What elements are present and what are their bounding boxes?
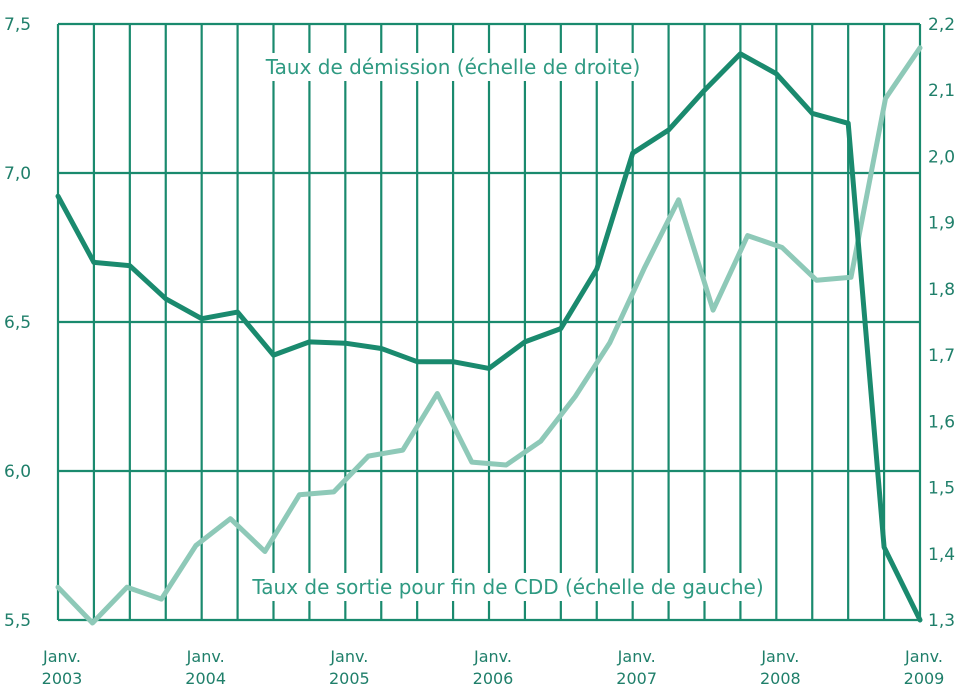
x-tick-label-month: Janv. <box>42 647 81 666</box>
x-tick-label-month: Janv. <box>186 647 225 666</box>
x-tick-label-year: 2009 <box>904 669 945 688</box>
right-tick-label: 1,8 <box>928 280 955 300</box>
left-tick-label: 7,5 <box>4 15 31 35</box>
right-tick-label: 2,2 <box>928 15 955 35</box>
x-tick-label-month: Janv. <box>904 647 943 666</box>
right-tick-label: 1,5 <box>928 479 955 499</box>
x-tick-label-month: Janv. <box>473 647 512 666</box>
x-tick-label-month: Janv. <box>329 647 368 666</box>
right-tick-label: 1,3 <box>928 611 955 631</box>
series-line-cdd <box>55 45 923 626</box>
grid <box>56 22 922 622</box>
right-axis-ticks: 1,3 1,4 1,5 1,6 1,7 1,8 1,9 2,0 2,1 2,2 <box>928 15 955 631</box>
series-label-bg-cdd <box>247 573 768 601</box>
series-label-bg-demission <box>260 53 645 81</box>
x-tick-label-year: 2007 <box>616 669 657 688</box>
right-tick-label: 1,4 <box>928 545 955 565</box>
x-tick-label-year: 2003 <box>42 669 83 688</box>
left-axis-ticks: 5,5 6,0 6,5 7,0 7,5 <box>4 15 31 631</box>
x-axis-ticks: Janv. 2003 Janv. 2004 Janv. 2005 Janv. 2006 Janv… <box>42 647 945 688</box>
left-tick-label: 5,5 <box>4 611 31 631</box>
x-tick-label-month: Janv. <box>760 647 799 666</box>
series-line-demission <box>55 51 923 623</box>
right-tick-label: 2,0 <box>928 147 955 167</box>
series-lines <box>55 45 923 626</box>
right-tick-label: 1,7 <box>928 346 955 366</box>
series-label-demission: Taux de démission (échelle de droite) <box>265 55 641 79</box>
left-tick-label: 7,0 <box>4 164 31 184</box>
left-tick-label: 6,5 <box>4 313 31 333</box>
x-tick-label-year: 2004 <box>185 669 226 688</box>
right-tick-label: 1,6 <box>928 412 955 432</box>
x-tick-label-year: 2008 <box>760 669 801 688</box>
series-label-cdd: Taux de sortie pour fin de CDD (échelle … <box>251 575 763 599</box>
x-tick-label-month: Janv. <box>617 647 656 666</box>
right-tick-label: 1,9 <box>928 214 955 234</box>
x-tick-label-year: 2006 <box>473 669 514 688</box>
x-tick-label-year: 2005 <box>329 669 370 688</box>
right-tick-label: 2,1 <box>928 81 955 101</box>
left-tick-label: 6,0 <box>4 462 31 482</box>
